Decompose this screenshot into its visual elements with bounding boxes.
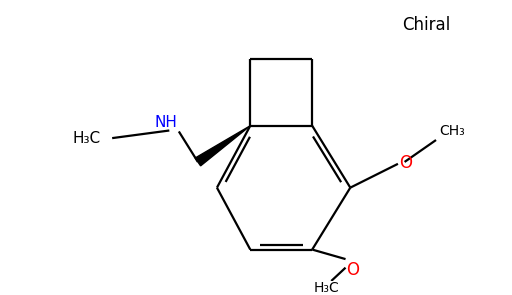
Text: O: O [347, 261, 359, 279]
Text: H₃C: H₃C [73, 131, 101, 146]
Polygon shape [195, 126, 250, 166]
Text: CH₃: CH₃ [439, 124, 464, 138]
Text: Chiral: Chiral [402, 16, 451, 34]
Text: O: O [399, 154, 412, 172]
Text: NH: NH [154, 116, 177, 130]
Text: H₃C: H₃C [314, 281, 339, 295]
